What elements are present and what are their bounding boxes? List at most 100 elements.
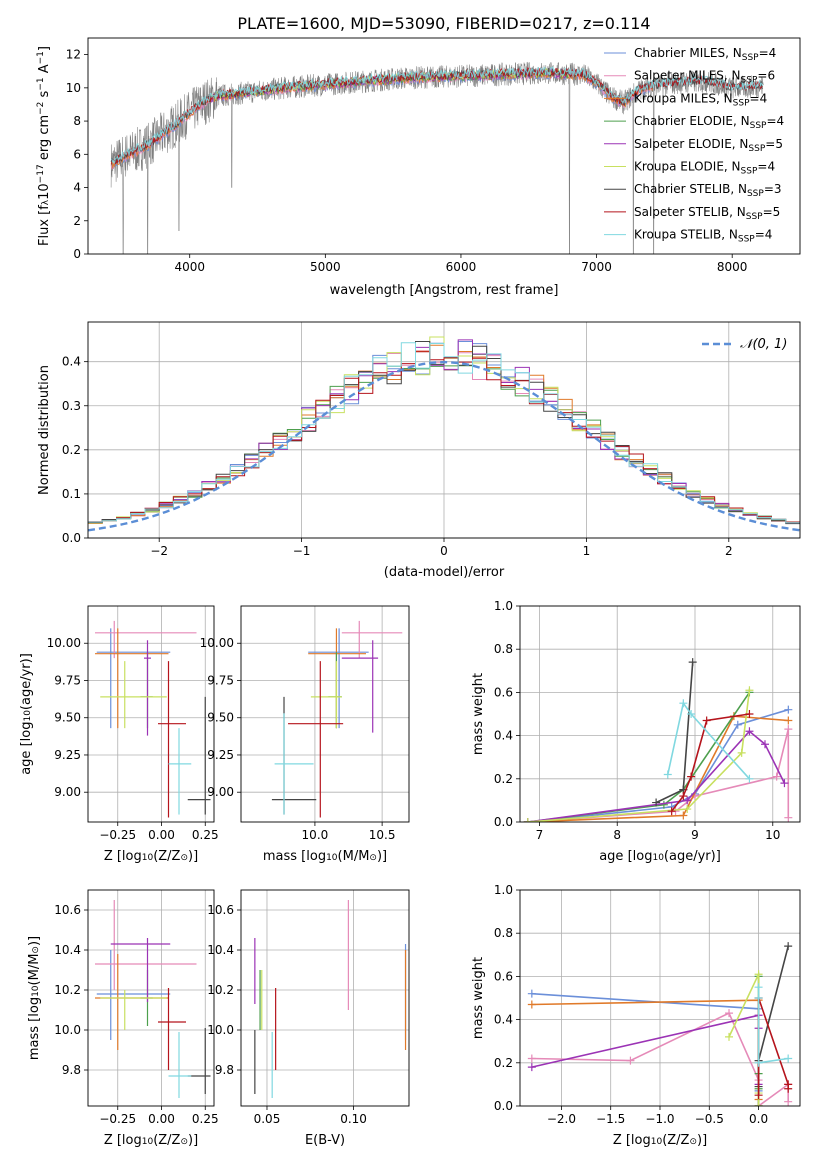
- x-tick-label: 0.25: [192, 828, 219, 842]
- errorbar-salpeter-stelib: [158, 988, 186, 1070]
- errorbar-salpeter-elodie: [341, 640, 379, 733]
- legend-entry: Chabrier ELODIE, NSSP=4: [634, 114, 784, 131]
- label-part: age [log: [599, 849, 652, 864]
- point-marker: [652, 798, 661, 807]
- y-tick-label: 9.75: [54, 673, 81, 687]
- legend-sub: SSP: [741, 76, 758, 86]
- series-salpeter-stelib: [667, 710, 754, 816]
- errorbar-salpeter-elodie: [144, 640, 151, 736]
- y-tick-label: 0.6: [494, 969, 513, 983]
- legend-name: Salpeter MILES, N: [634, 69, 741, 83]
- x-tick-label: 9: [691, 828, 699, 842]
- series-kroupa-elodie: [523, 686, 754, 822]
- series-line: [531, 992, 760, 1106]
- legend-sub: SSP: [747, 189, 764, 199]
- y-tick-label: 0.2: [62, 443, 81, 457]
- legend-sub: SSP: [742, 53, 759, 63]
- point-marker: [754, 983, 763, 992]
- x-tick-label: 6000: [446, 260, 477, 274]
- point-marker: [754, 1091, 763, 1100]
- y-tick-label: 6: [73, 147, 81, 161]
- y-tick-label: 9.25: [54, 748, 81, 762]
- series-line: [527, 728, 790, 822]
- x-tick-label: 5000: [310, 260, 341, 274]
- label-part: )]: [27, 936, 42, 946]
- series-line: [728, 973, 760, 1106]
- label-part: (M/M: [27, 954, 42, 986]
- point-marker: [784, 725, 793, 734]
- series-kroupa-stelib: [754, 983, 793, 1067]
- y-tick-label: 0.4: [494, 1013, 513, 1027]
- weight-vs-age-plot-area: [523, 658, 793, 822]
- label-part: Z [log: [104, 1133, 142, 1148]
- label-part: 10: [652, 853, 664, 863]
- y-tick-label: 0.2: [494, 772, 513, 786]
- legend-count: =4: [757, 160, 775, 174]
- y-tick-label: 10.2: [207, 983, 234, 997]
- series-line: [527, 690, 751, 822]
- label-part: 10: [142, 853, 154, 863]
- age-vs-Z-panel: −0.25 0.00 0.25 9.00 9.25 9.50 9.75 10.00 Z [log…: [19, 605, 219, 864]
- legend-entry: Chabrier STELIB, NSSP=3: [634, 182, 782, 199]
- x-tick-label: −0.25: [99, 828, 136, 842]
- legend-entry: Kroupa STELIB, NSSP=4: [634, 228, 772, 245]
- errorbar-chabrier-stelib: [187, 696, 211, 815]
- series-line: [757, 987, 789, 1064]
- errorbar-kroupa-miles: [95, 954, 169, 1050]
- x-tick-label: 0.10: [340, 1112, 367, 1126]
- axes-frame: [87, 889, 215, 1107]
- label-part: A: [37, 64, 52, 77]
- errorbar-salpeter-stelib: [288, 661, 344, 818]
- legend-count: =5: [763, 205, 781, 219]
- label-part: )]: [188, 849, 198, 864]
- series-salpeter-stelib: [754, 994, 793, 1100]
- label-part: ⊙: [689, 1137, 697, 1147]
- point-marker: [745, 710, 754, 718]
- age-vs-Z-plot-area: [95, 620, 211, 818]
- label-part: 10: [37, 183, 52, 200]
- axes-frame: [87, 321, 801, 539]
- legend-count: =4: [755, 228, 773, 242]
- errorbar-chabrier-miles: [96, 950, 171, 1040]
- y-axis-label: Normed distribution: [37, 365, 52, 495]
- point-marker: [679, 699, 688, 708]
- label-part: −2: [36, 102, 46, 115]
- x-tick-label: 0.00: [148, 1112, 175, 1126]
- point-marker: [527, 989, 536, 998]
- legend-name: Salpeter ELODIE, N: [634, 137, 748, 151]
- x-tick-label: 8: [613, 828, 621, 842]
- x-axis-label: E(B-V): [305, 1133, 345, 1148]
- errorbar-chabrier-elodie: [328, 652, 342, 729]
- legend-count: =5: [765, 137, 783, 151]
- legend-entry: Chabrier MILES, NSSP=4: [634, 46, 776, 63]
- residuals-panel: −2 −1 0 1 2 0.0 0.1 0.2 0.3 0.4 (data-model)/error…: [37, 321, 801, 580]
- normal-curve: [88, 360, 800, 532]
- point-marker: [688, 658, 697, 667]
- label-part: erg cm: [37, 115, 52, 164]
- y-tick-label: 10.6: [54, 903, 81, 917]
- label-part: )]: [377, 849, 387, 864]
- y-tick-label: 0.6: [494, 685, 513, 699]
- spectrum-panel: 4000 5000 6000 7000 8000 0 2 4 6 8 10 12 wavelength …: [36, 37, 801, 298]
- y-tick-label: 0.4: [62, 355, 81, 369]
- x-tick-label: 4000: [174, 260, 205, 274]
- axes-frame: [519, 889, 801, 1107]
- y-tick-label: 4: [73, 181, 81, 195]
- errorbar-kroupa-elodie: [100, 661, 167, 729]
- y-tick-label: 0.2: [494, 1056, 513, 1070]
- y-tick-label: 9.8: [215, 1063, 234, 1077]
- y-axis-label: mass weight: [471, 957, 486, 1039]
- legend-name: Kroupa MILES, N: [634, 91, 733, 105]
- legend-name: Salpeter STELIB, N: [634, 205, 746, 219]
- legend-entry: Salpeter ELODIE, NSSP=5: [634, 137, 783, 154]
- legend-name: Kroupa ELODIE, N: [634, 160, 741, 174]
- x-axis-label: Z [log10(Z/Z⊙)]: [613, 1133, 707, 1148]
- series-chabrier-miles: [527, 989, 763, 1106]
- mass-vs-Z-panel: −0.25 0.00 0.259.810.010.210.410.6Z [log10…: [27, 889, 219, 1148]
- point-marker: [527, 1063, 536, 1072]
- point-marker: [761, 740, 769, 749]
- series-chabrier-miles: [523, 705, 793, 822]
- residuals-legend: 𝒩(0, 1): [702, 337, 787, 352]
- y-tick-label: 0.0: [494, 1099, 513, 1113]
- label-part: ]: [37, 46, 52, 51]
